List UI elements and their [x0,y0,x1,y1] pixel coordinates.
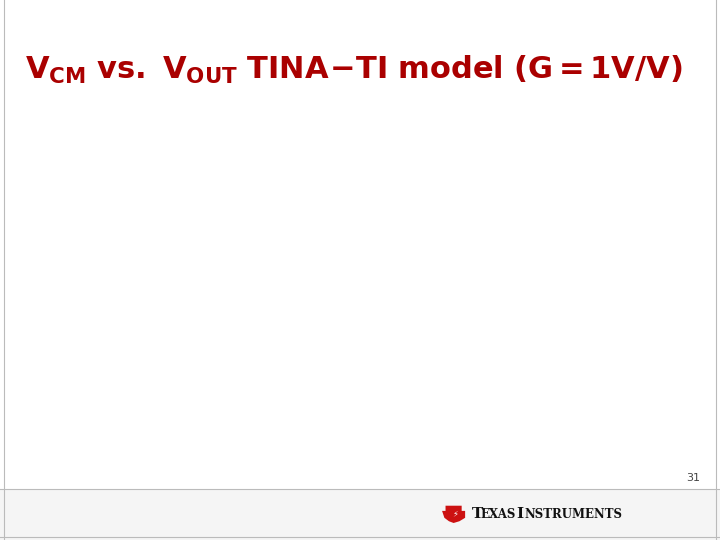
Polygon shape [442,505,465,523]
Text: ⚡: ⚡ [452,509,458,518]
FancyBboxPatch shape [0,489,720,540]
Text: $\mathbf{V}_{\mathbf{CM}}\ \mathbf{vs.}\ \mathbf{V}_{\mathbf{OUT}}\ \mathbf{TINA: $\mathbf{V}_{\mathbf{CM}}\ \mathbf{vs.}\… [25,54,683,86]
Text: EXAS: EXAS [480,508,516,521]
Text: I: I [516,508,523,521]
Text: 31: 31 [686,473,700,483]
Text: NSTRUMENTS: NSTRUMENTS [525,508,623,521]
Text: T: T [472,508,483,521]
